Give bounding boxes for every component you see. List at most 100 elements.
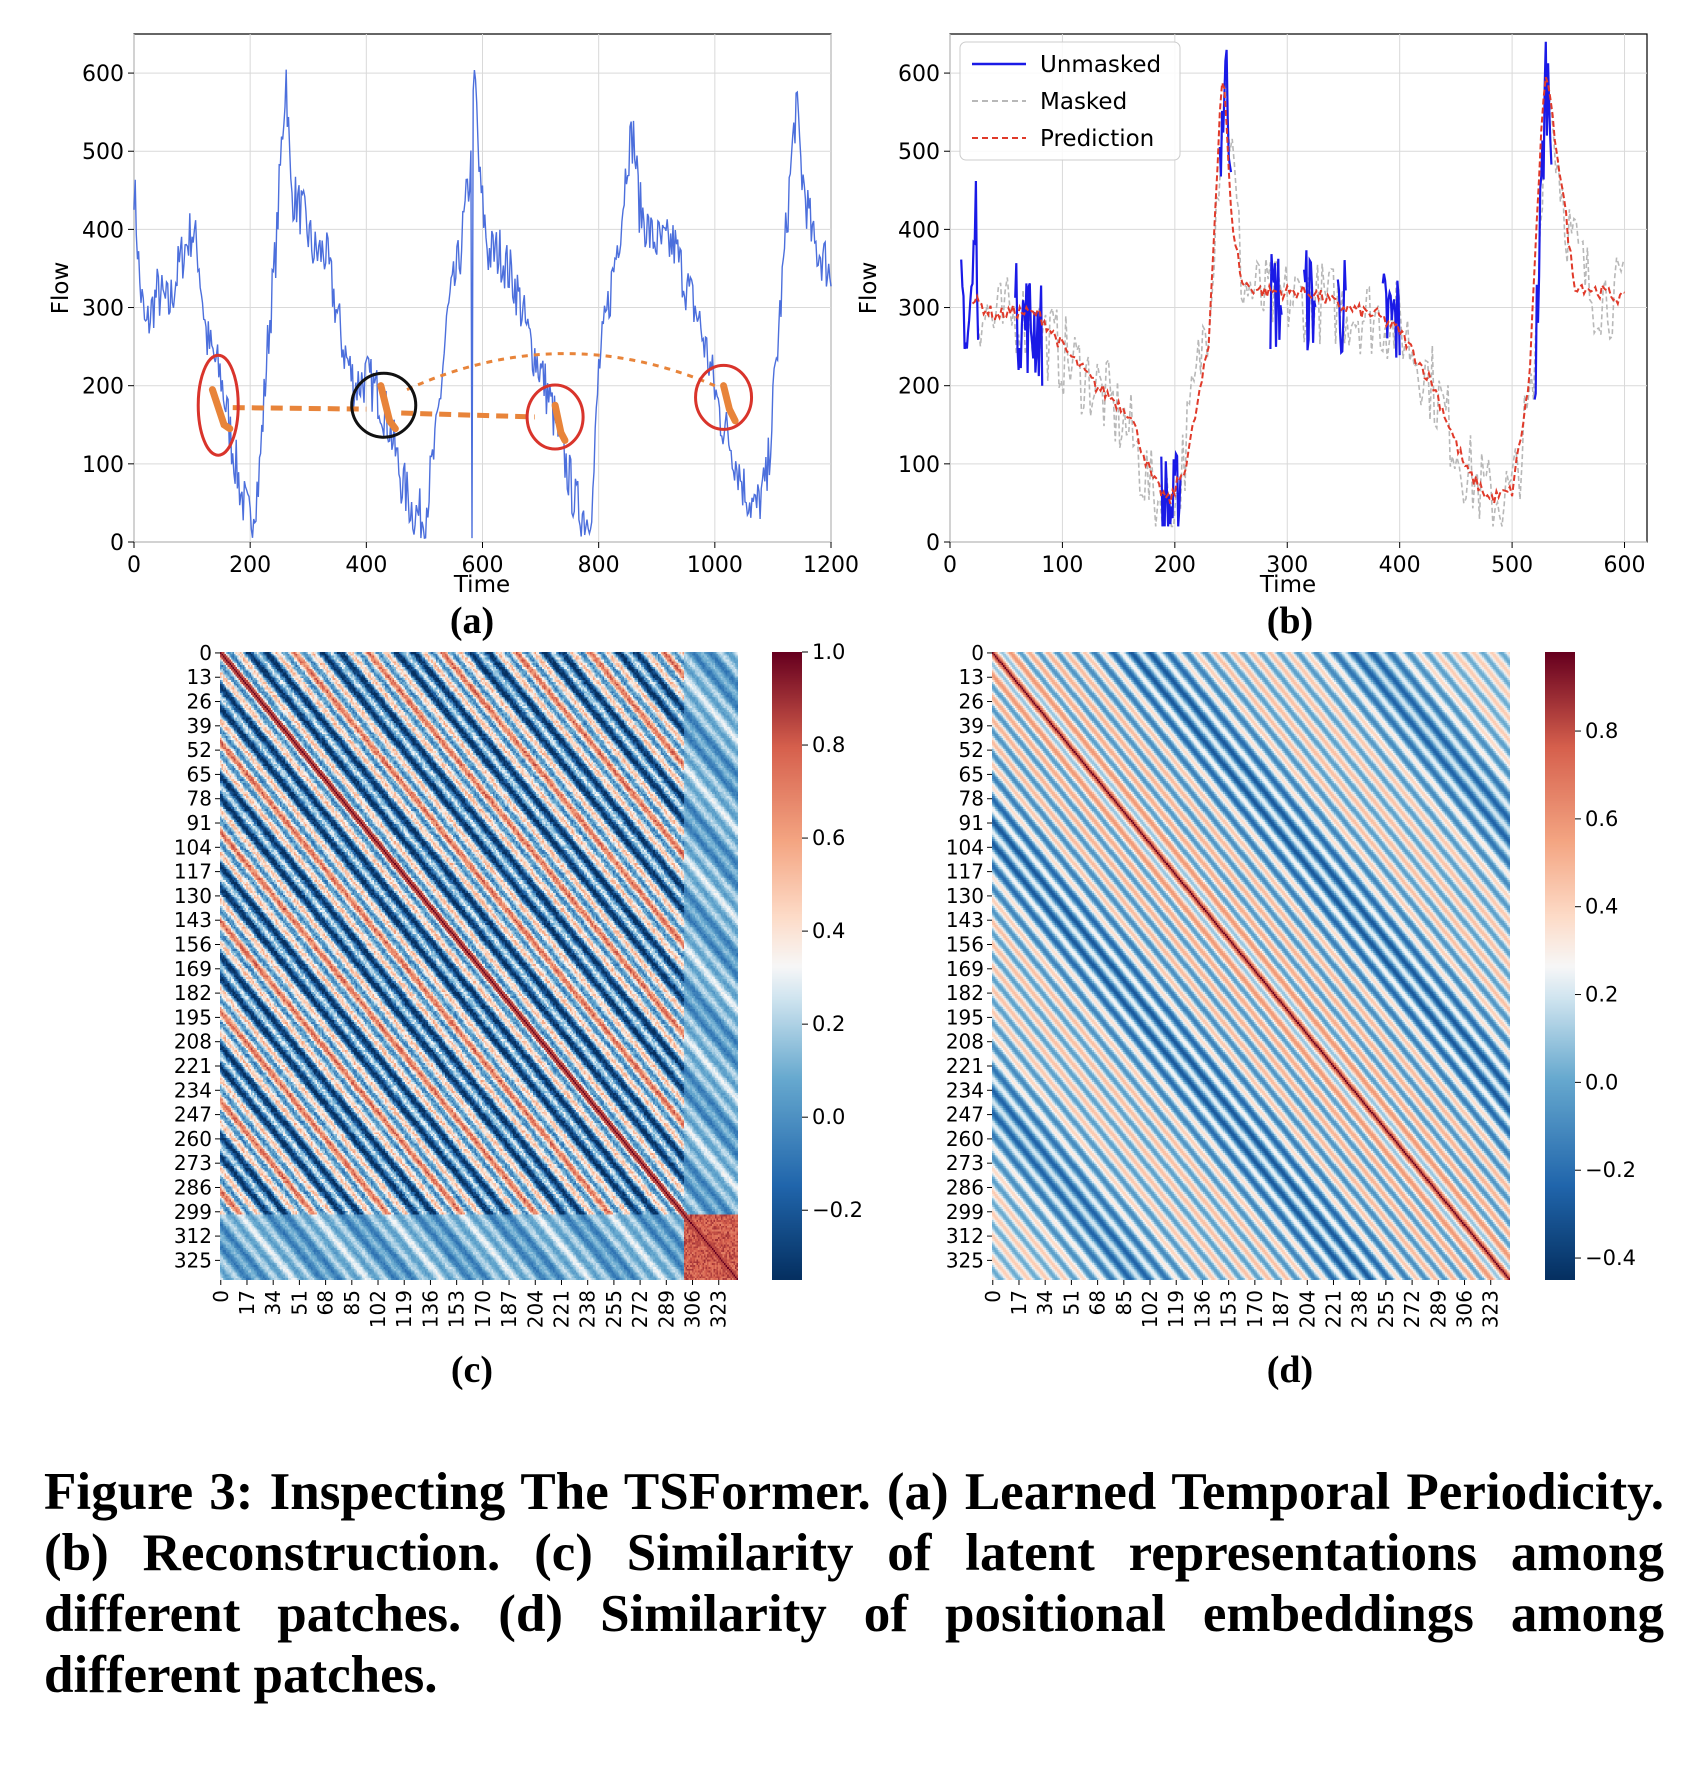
panel-d-ytick-label: 26: [959, 690, 984, 714]
panel-c-colorbar-label: −0.2: [812, 1198, 863, 1222]
panel-d-xtick-label: 323: [1479, 1290, 1503, 1328]
panel-d-ytick-label: 286: [946, 1175, 984, 1199]
panel-c-xtick-label: 170: [471, 1290, 495, 1328]
panel-c-colorbar-label: 1.0: [812, 640, 845, 664]
panel-c-colorbar-label: 0.2: [812, 1012, 845, 1036]
panel-c-ytick-label: 156: [174, 933, 212, 957]
panel-d-xtick-label: 68: [1086, 1290, 1110, 1315]
panel-c-ytick-label: 26: [187, 690, 212, 714]
panel-d-xtick-label: 289: [1426, 1290, 1450, 1328]
panel-c-ytick-label: 260: [174, 1127, 212, 1151]
panel-a-label: (a): [450, 600, 494, 642]
panel-c-xtick-label: 238: [576, 1290, 600, 1328]
legend-label-masked: Masked: [1040, 89, 1127, 115]
panel-c-colorbar-label: 0.0: [812, 1105, 845, 1129]
panel-d-xtick-label: 102: [1138, 1290, 1162, 1328]
panel-c-xtick-label: 255: [602, 1290, 626, 1328]
panel-b-xtick-label: 200: [1154, 553, 1196, 578]
panel-c-xtick-label: 17: [235, 1290, 259, 1315]
panel-a-xtick-label: 0: [127, 553, 141, 578]
panel-b-xlabel: Time: [1259, 572, 1316, 598]
panel-b-xtick-label: 600: [1604, 553, 1646, 578]
panel-b-ytick-label: 300: [898, 297, 940, 322]
panel-a-line-chart: 0 200 400 600 800 1000 1200 0 100 200 300 400 500 600…: [48, 34, 859, 642]
panel-d-ytick-label: 208: [946, 1030, 984, 1054]
panel-d-xtick-label: 170: [1243, 1290, 1267, 1328]
panel-b-ytick-label: 0: [926, 531, 940, 556]
panel-c-xtick-label: 85: [340, 1290, 364, 1315]
figure-caption: Figure 3: Inspecting The TSFormer. (a) L…: [44, 1462, 1664, 1706]
panel-a-ytick-label: 600: [82, 62, 124, 87]
panel-d-colorbar-label: 0.8: [1585, 719, 1618, 743]
panel-c-ytick-label: 117: [174, 860, 212, 884]
panel-a-ytick-label: 100: [82, 453, 124, 478]
panel-c-ytick-label: 299: [174, 1200, 212, 1224]
panel-c-ytick-label: 104: [174, 835, 212, 859]
panel-d-ytick-label: 143: [946, 908, 984, 932]
panel-b-ytick-label: 200: [898, 375, 940, 400]
panel-c-ytick-label: 91: [187, 811, 212, 835]
panel-d-colorbar: −0.4 −0.2 0.0 0.2 0.4 0.6 0.8: [1575, 719, 1636, 1270]
panel-c-ytick-label: 273: [174, 1151, 212, 1175]
panel-b-ytick-label: 600: [898, 62, 940, 87]
panel-c-ytick-label: 130: [174, 884, 212, 908]
panel-d-xtick-label: 221: [1321, 1290, 1345, 1328]
panel-c-ytick-label: 52: [187, 738, 212, 762]
panel-d-ytick-label: 130: [946, 884, 984, 908]
panel-c-ytick-label: 221: [174, 1054, 212, 1078]
panel-d-colorbar-label: −0.2: [1585, 1158, 1636, 1182]
panel-c-ytick-label: 234: [174, 1078, 212, 1102]
panel-a-ytick-label: 500: [82, 140, 124, 165]
panel-b-xtick-label: 500: [1491, 553, 1533, 578]
panel-d-xtick-label: 51: [1059, 1290, 1083, 1315]
panel-d-ytick-label: 39: [959, 714, 984, 738]
panel-d-ytick-label: 0: [971, 641, 984, 665]
panel-c-ytick-label: 169: [174, 957, 212, 981]
panel-c-ytick-label: 208: [174, 1030, 212, 1054]
panel-c-xtick-label: 119: [392, 1290, 416, 1328]
panel-d-ytick-label: 52: [959, 738, 984, 762]
panel-b-ytick-label: 100: [898, 453, 940, 478]
panel-d-xtick-label: 204: [1295, 1290, 1319, 1328]
panel-d-xtick-label: 153: [1217, 1290, 1241, 1328]
panel-c-ytick-label: 325: [174, 1248, 212, 1272]
panel-b-ytick-label: 400: [898, 218, 940, 243]
panel-a-ytick-label: 0: [110, 531, 124, 556]
panel-c-ytick-label: 0: [199, 641, 212, 665]
panel-c-colorbar-label: 0.6: [812, 826, 845, 850]
panel-c-ytick-label: 143: [174, 908, 212, 932]
panel-d-ytick-label: 221: [946, 1054, 984, 1078]
panel-c-label: (c): [451, 1349, 493, 1391]
panel-a-ytick-label: 400: [82, 218, 124, 243]
panel-d-label: (d): [1267, 1349, 1313, 1391]
panel-d-ytick-label: 65: [959, 762, 984, 786]
panel-d-ytick-label: 13: [959, 665, 984, 689]
panel-c-heatmap-canvas: [220, 652, 738, 1280]
panel-d-heatmap-canvas: [992, 652, 1510, 1280]
panel-c-xtick-label: 272: [628, 1290, 652, 1328]
panel-d-xtick-label: 306: [1453, 1290, 1477, 1328]
panel-c-ytick-label: 78: [187, 787, 212, 811]
panel-c-ytick-label: 65: [187, 762, 212, 786]
panel-d-ytick-label: 325: [946, 1248, 984, 1272]
panel-b-xtick-label: 0: [943, 553, 957, 578]
panel-d-ytick-label: 195: [946, 1005, 984, 1029]
panel-a-xtick-label: 1000: [687, 553, 743, 578]
panel-c-xtick-label: 0: [209, 1290, 233, 1303]
panel-c-xtick-label: 136: [418, 1290, 442, 1328]
panel-a-xtick-label: 800: [578, 553, 620, 578]
panel-a-ytick-label: 300: [82, 297, 124, 322]
panel-d-xtick-label: 0: [981, 1290, 1005, 1303]
panel-a-xlabel: Time: [453, 572, 510, 598]
panel-c-xtick-label: 153: [445, 1290, 469, 1328]
panel-d-ytick-label: 104: [946, 835, 984, 859]
panel-d-ytick-label: 169: [946, 957, 984, 981]
panel-d-colorbar-label: 0.6: [1585, 807, 1618, 831]
legend-label-prediction: Prediction: [1040, 126, 1154, 152]
panel-b-ytick-label: 500: [898, 140, 940, 165]
panel-d-colorbar-label: −0.4: [1585, 1246, 1636, 1270]
panel-d-colorbar-label: 0.0: [1585, 1070, 1618, 1094]
panel-c-ytick-label: 247: [174, 1103, 212, 1127]
panel-c-colorbar-label: 0.4: [812, 919, 845, 943]
panel-c-xtick-label: 68: [314, 1290, 338, 1315]
